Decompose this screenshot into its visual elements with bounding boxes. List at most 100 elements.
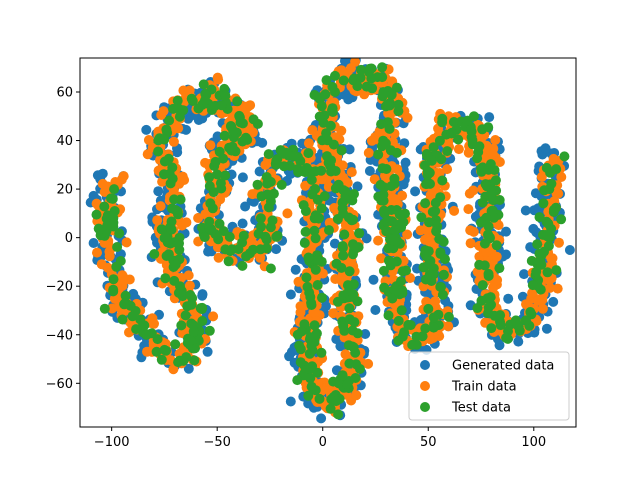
data-point: [153, 146, 164, 157]
data-point: [337, 160, 348, 171]
data-point: [328, 308, 339, 319]
data-point: [109, 184, 120, 195]
data-point: [373, 235, 384, 246]
data-point: [379, 182, 390, 193]
data-point: [112, 242, 123, 252]
data-point: [337, 241, 348, 251]
data-point: [326, 166, 336, 177]
data-point: [232, 96, 243, 107]
data-point: [152, 215, 163, 226]
data-point: [193, 335, 204, 346]
data-point: [538, 198, 549, 209]
data-point: [463, 204, 474, 215]
data-point: [442, 146, 453, 157]
data-point: [331, 334, 342, 345]
data-point: [303, 390, 314, 401]
data-point: [370, 305, 381, 315]
data-point: [151, 346, 162, 357]
data-point: [473, 147, 484, 157]
legend-label: Test data: [451, 401, 511, 416]
data-point: [173, 123, 184, 134]
data-point: [423, 246, 434, 257]
data-point: [261, 234, 272, 245]
data-point: [160, 273, 171, 284]
data-point: [178, 105, 189, 116]
data-point: [290, 264, 301, 275]
data-point: [201, 209, 212, 220]
data-point: [475, 270, 486, 281]
data-point: [510, 315, 521, 326]
data-point: [306, 300, 317, 310]
data-point: [329, 238, 340, 249]
data-point: [261, 243, 272, 254]
data-point: [394, 209, 405, 220]
data-point: [168, 136, 179, 147]
data-point: [170, 339, 181, 350]
data-point: [479, 238, 490, 249]
data-point: [438, 269, 449, 280]
data-point: [159, 134, 170, 145]
data-point: [271, 159, 281, 170]
data-point: [343, 94, 354, 105]
data-point: [402, 229, 413, 240]
data-point: [477, 124, 488, 135]
data-point: [355, 72, 366, 83]
data-point: [527, 280, 538, 291]
y-tick-label: 0: [65, 231, 73, 246]
data-point: [107, 193, 118, 204]
data-point: [355, 364, 365, 374]
data-point: [397, 331, 408, 342]
data-point: [340, 58, 350, 67]
data-point: [364, 166, 375, 176]
data-point: [197, 290, 208, 301]
data-point: [117, 314, 128, 325]
data-point: [316, 101, 327, 112]
data-point: [378, 189, 389, 200]
data-point: [285, 396, 296, 407]
data-point: [534, 248, 545, 259]
data-point: [143, 135, 154, 145]
data-point: [405, 273, 416, 283]
data-point: [453, 144, 464, 155]
data-point: [501, 226, 511, 237]
data-point: [532, 239, 543, 250]
data-point: [324, 217, 335, 228]
data-point: [183, 113, 194, 124]
data-point: [495, 320, 506, 331]
data-point: [213, 252, 224, 263]
data-point: [173, 287, 184, 298]
data-point: [310, 233, 321, 244]
data-point: [483, 268, 494, 279]
data-point: [245, 100, 256, 111]
data-point: [141, 329, 152, 340]
data-point: [384, 123, 395, 134]
data-point: [491, 251, 502, 262]
data-point: [472, 303, 483, 314]
data-point: [252, 118, 263, 129]
data-point: [546, 178, 557, 189]
data-point: [421, 225, 432, 236]
data-point: [255, 213, 266, 224]
data-point: [228, 125, 239, 136]
data-point: [393, 99, 404, 110]
data-point: [303, 252, 314, 263]
data-point: [265, 263, 276, 274]
data-point: [214, 146, 225, 157]
data-point: [153, 186, 164, 197]
data-point: [332, 296, 343, 307]
data-point: [139, 320, 150, 331]
data-point: [310, 264, 321, 275]
data-point: [489, 310, 500, 321]
data-point: [344, 314, 355, 325]
data-point: [233, 244, 244, 255]
data-point: [120, 290, 131, 301]
data-point: [310, 308, 321, 319]
data-point: [271, 244, 282, 255]
data-point: [99, 303, 110, 314]
data-point: [336, 145, 347, 156]
data-point: [440, 254, 450, 265]
data-point: [320, 89, 331, 100]
data-point: [88, 238, 99, 248]
data-point: [296, 326, 307, 337]
data-point: [373, 149, 384, 160]
